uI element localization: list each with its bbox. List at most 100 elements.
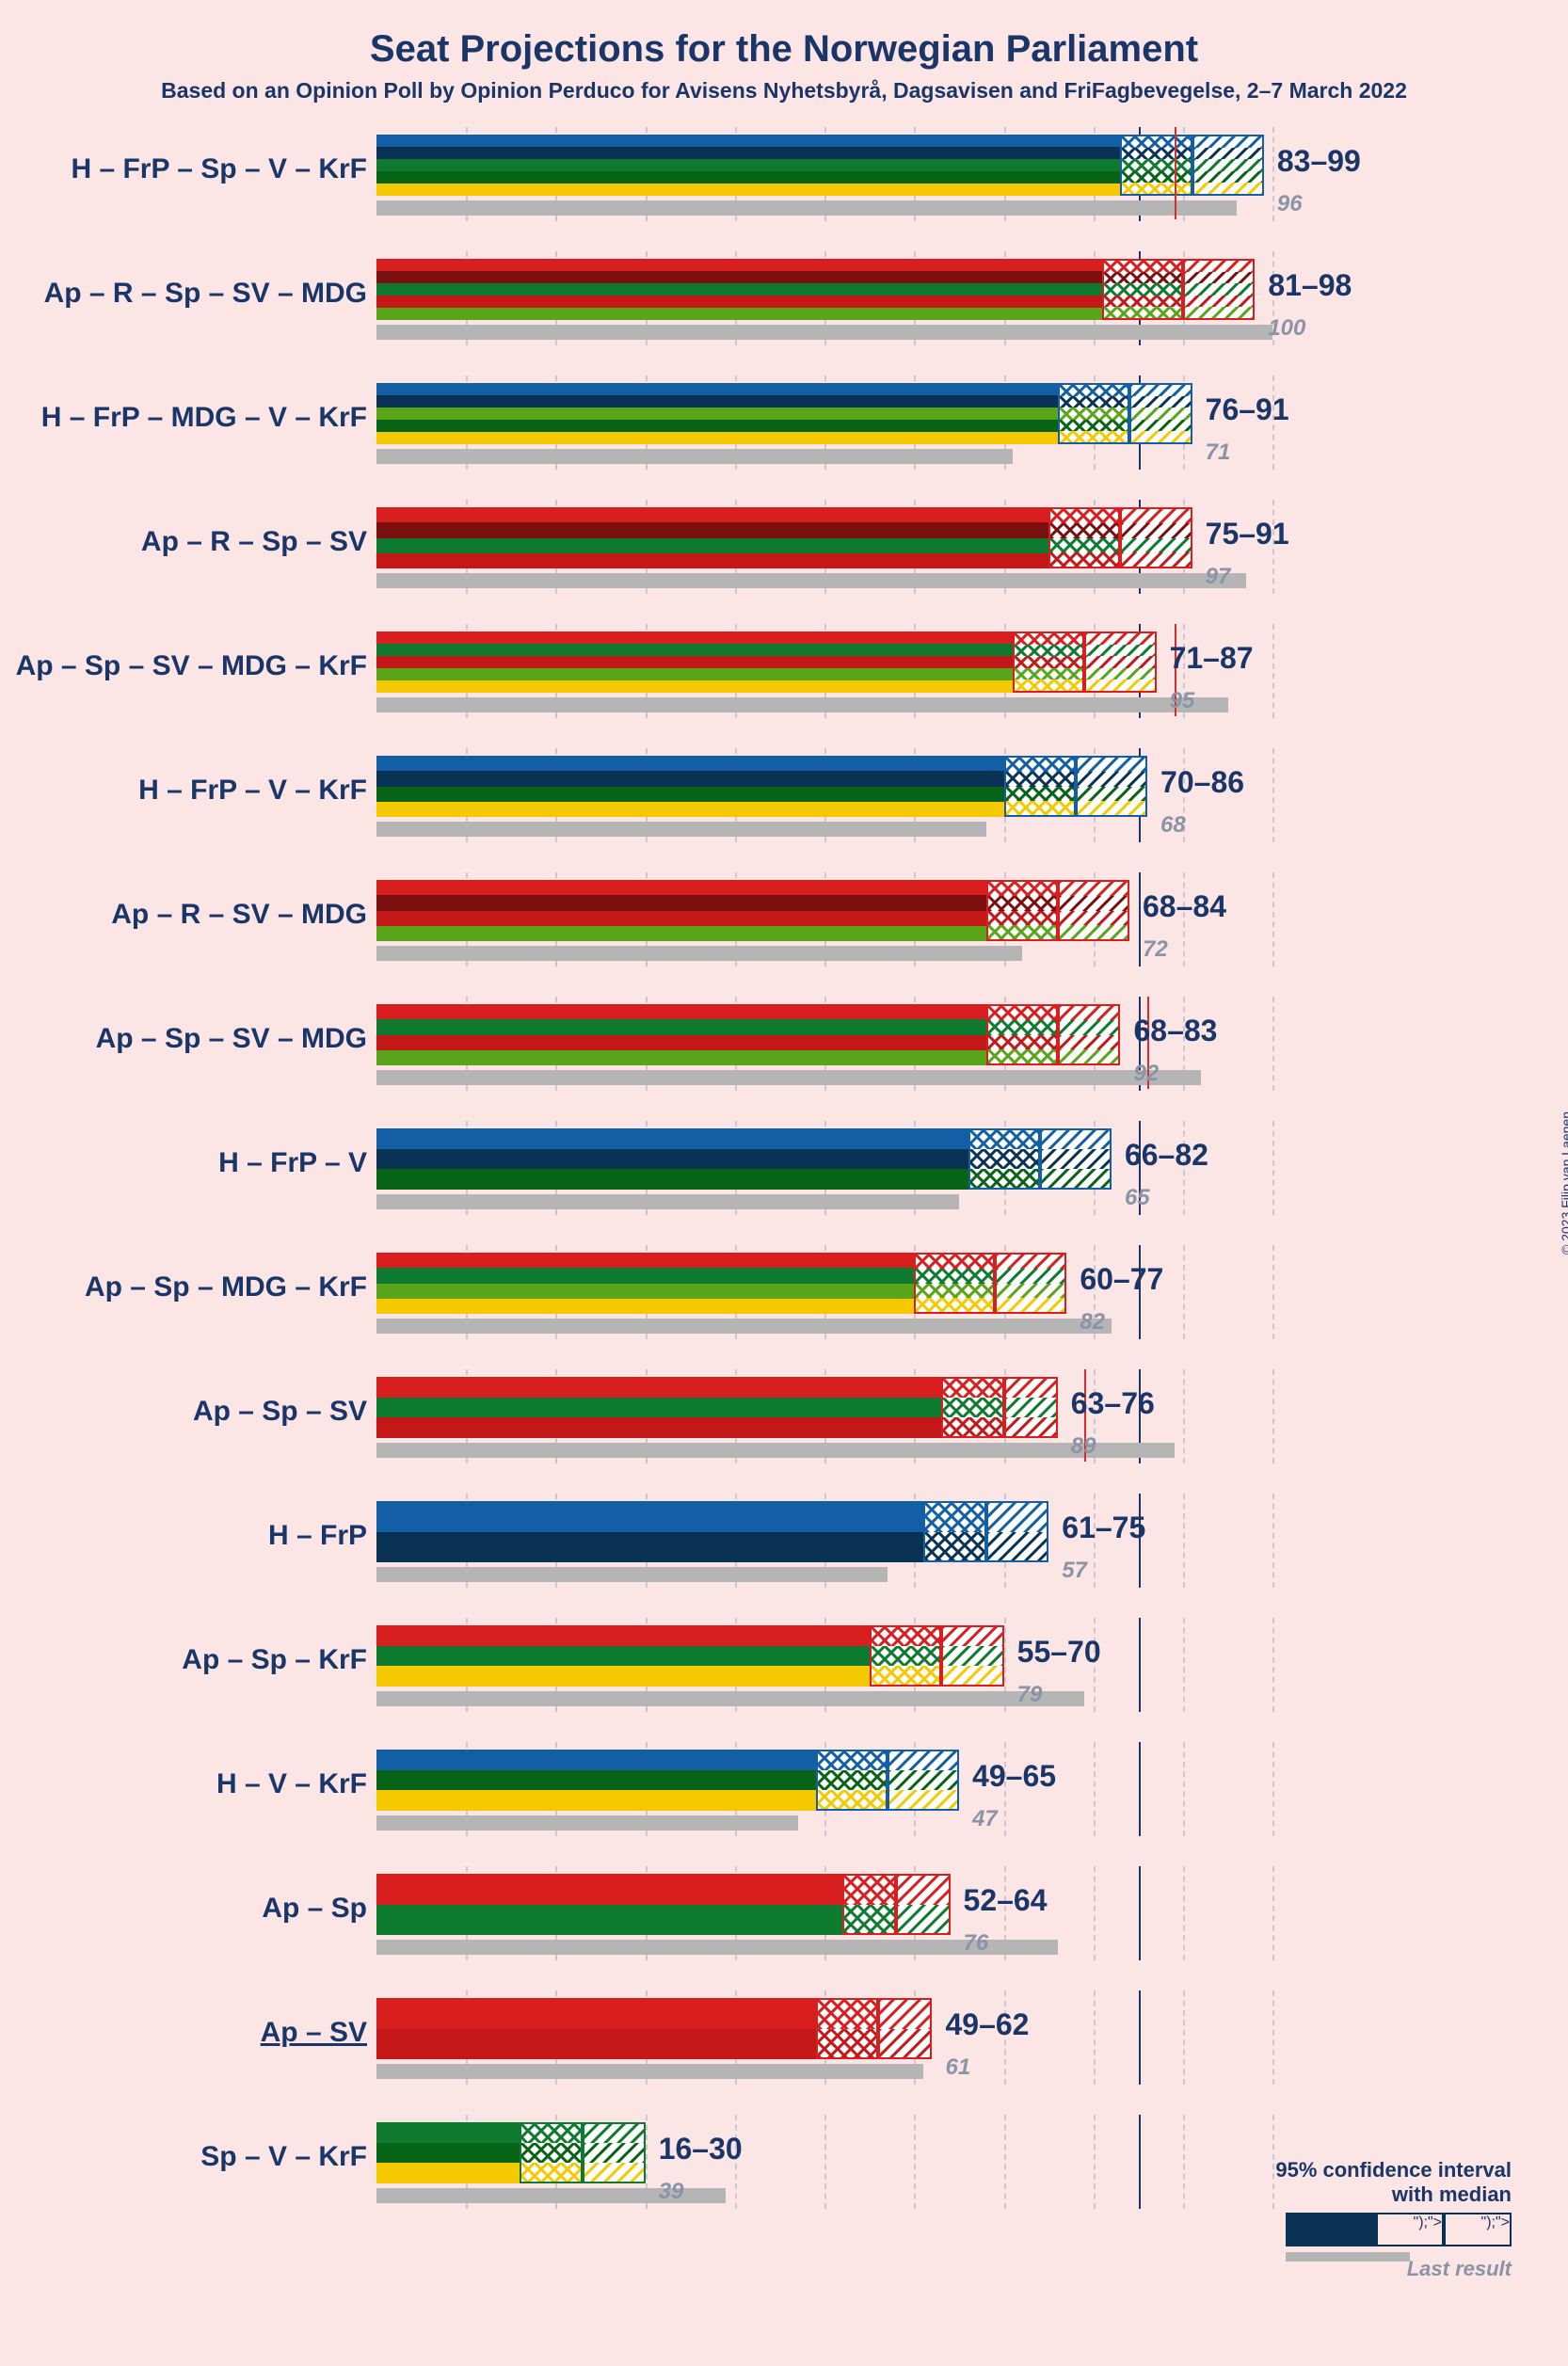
projection-bar	[376, 1004, 986, 1065]
coalition-label: Ap – R – SV – MDG	[111, 899, 367, 931]
ci-lower	[1102, 259, 1183, 320]
range-label: 55–70	[1017, 1635, 1101, 1670]
coalition-label: Ap – Sp – MDG – KrF	[85, 1271, 367, 1303]
majority-line	[1139, 1618, 1141, 1712]
ci-upper	[878, 1998, 932, 2059]
projection-bar	[376, 1998, 816, 2059]
ci-lower	[870, 1625, 941, 1687]
coalition-row: Ap – Sp – SV63–7689	[376, 1369, 1318, 1494]
coalition-label: H – V – KrF	[216, 1768, 367, 1800]
majority-line	[1139, 1990, 1141, 2085]
ci-upper	[1129, 383, 1192, 444]
projection-bar	[376, 631, 1013, 693]
last-result-label: 97	[1206, 564, 1231, 590]
last-result-label: 57	[1062, 1558, 1087, 1584]
coalition-row: Ap – Sp – SV – MDG – KrF71–8795	[376, 624, 1318, 748]
coalition-label: Ap – Sp – SV	[193, 1396, 367, 1428]
ci-upper	[1058, 880, 1129, 941]
ci-lower	[520, 2122, 583, 2183]
majority-line	[1139, 872, 1141, 967]
coalition-row: Ap – SV49–6261	[376, 1990, 1318, 2115]
last-result-label: 79	[1017, 1682, 1043, 1708]
ci-lower	[816, 1750, 888, 1811]
last-result-bar	[376, 1443, 1175, 1458]
last-result-bar	[376, 449, 1013, 464]
projection-bar	[376, 1253, 914, 1314]
last-result-bar	[376, 1940, 1058, 1955]
projection-bar	[376, 259, 1102, 320]
coalition-label: Ap – SV	[261, 2017, 367, 2049]
range-label: 70–86	[1160, 765, 1244, 800]
coalition-row: Sp – V – KrF16–3039	[376, 2115, 1318, 2239]
ci-lower	[842, 1874, 896, 1935]
ci-lower	[1048, 507, 1120, 568]
last-result-bar	[376, 946, 1022, 961]
range-label: 63–76	[1071, 1386, 1155, 1421]
coalition-row: H – FrP – V – KrF70–8668	[376, 748, 1318, 872]
coalition-label: H – FrP – MDG – V – KrF	[41, 402, 367, 434]
coalition-label: H – FrP – Sp – V – KrF	[71, 153, 367, 185]
legend-line2: with median	[1275, 2182, 1512, 2207]
projection-bar	[376, 135, 1120, 196]
last-result-bar	[376, 822, 986, 837]
last-result-label: 100	[1268, 315, 1305, 342]
range-label: 71–87	[1170, 641, 1254, 676]
last-result-bar	[376, 1319, 1112, 1334]
last-result-label: 95	[1170, 688, 1195, 714]
last-result-label: 65	[1125, 1185, 1150, 1211]
ci-lower	[1013, 631, 1084, 693]
last-result-label: 68	[1160, 812, 1186, 839]
last-result-bar	[376, 1691, 1084, 1706]
projection-bar	[376, 507, 1048, 568]
coalition-label: H – FrP	[268, 1520, 367, 1552]
ci-upper	[583, 2122, 646, 2183]
range-label: 66–82	[1125, 1138, 1208, 1173]
projection-bar	[376, 1625, 870, 1687]
ci-upper	[1040, 1128, 1112, 1190]
ci-upper	[1084, 631, 1156, 693]
range-label: 49–62	[945, 2007, 1029, 2042]
projection-bar	[376, 1501, 923, 1562]
coalition-label: Ap – Sp – SV – MDG	[96, 1023, 367, 1055]
projection-bar	[376, 756, 1004, 817]
last-result-bar	[376, 1070, 1201, 1085]
range-label: 83–99	[1277, 144, 1361, 179]
ci-upper	[1183, 259, 1255, 320]
range-label: 49–65	[972, 1759, 1056, 1794]
coalition-label: H – FrP – V	[218, 1147, 367, 1179]
ci-lower	[968, 1128, 1040, 1190]
projection-bar	[376, 1874, 842, 1935]
coalition-row: H – FrP61–7557	[376, 1494, 1318, 1618]
ci-upper	[888, 1750, 959, 1811]
majority-line	[1139, 1742, 1141, 1836]
ci-upper	[1192, 135, 1264, 196]
last-result-bar	[376, 325, 1272, 340]
range-label: 75–91	[1206, 517, 1289, 552]
ci-upper	[1120, 507, 1192, 568]
last-result-bar	[376, 1194, 959, 1209]
red-marker	[1175, 127, 1176, 219]
coalition-row: H – FrP – V66–8265	[376, 1121, 1318, 1245]
last-result-label: 47	[972, 1806, 998, 1832]
coalition-row: Ap – Sp – SV – MDG68–8392	[376, 997, 1318, 1121]
coalition-row: Ap – R – Sp – SV75–9197	[376, 500, 1318, 624]
coalition-row: H – FrP – MDG – V – KrF76–9171	[376, 376, 1318, 500]
last-result-bar	[376, 697, 1228, 712]
coalition-label: Ap – Sp – SV – MDG – KrF	[16, 650, 367, 682]
coalition-label: Ap – R – Sp – SV – MDG	[44, 278, 367, 310]
chart-subtitle: Based on an Opinion Poll by Opinion Perd…	[0, 71, 1568, 122]
chart-title: Seat Projections for the Norwegian Parli…	[0, 0, 1568, 71]
coalition-label: Ap – Sp	[262, 1893, 367, 1925]
projection-bar	[376, 1128, 968, 1190]
last-result-bar	[376, 200, 1237, 216]
range-label: 68–83	[1133, 1014, 1217, 1048]
coalition-label: Sp – V – KrF	[200, 2141, 367, 2173]
legend-demo-bar: ");">");">	[1286, 2213, 1512, 2246]
coalition-row: Ap – Sp52–6476	[376, 1866, 1318, 1990]
coalition-row: H – FrP – Sp – V – KrF83–9996	[376, 127, 1318, 251]
last-result-bar	[376, 573, 1246, 588]
last-result-bar	[376, 1815, 798, 1830]
coalition-row: Ap – Sp – KrF55–7079	[376, 1618, 1318, 1742]
last-result-label: 71	[1206, 440, 1231, 466]
range-label: 52–64	[964, 1883, 1048, 1918]
